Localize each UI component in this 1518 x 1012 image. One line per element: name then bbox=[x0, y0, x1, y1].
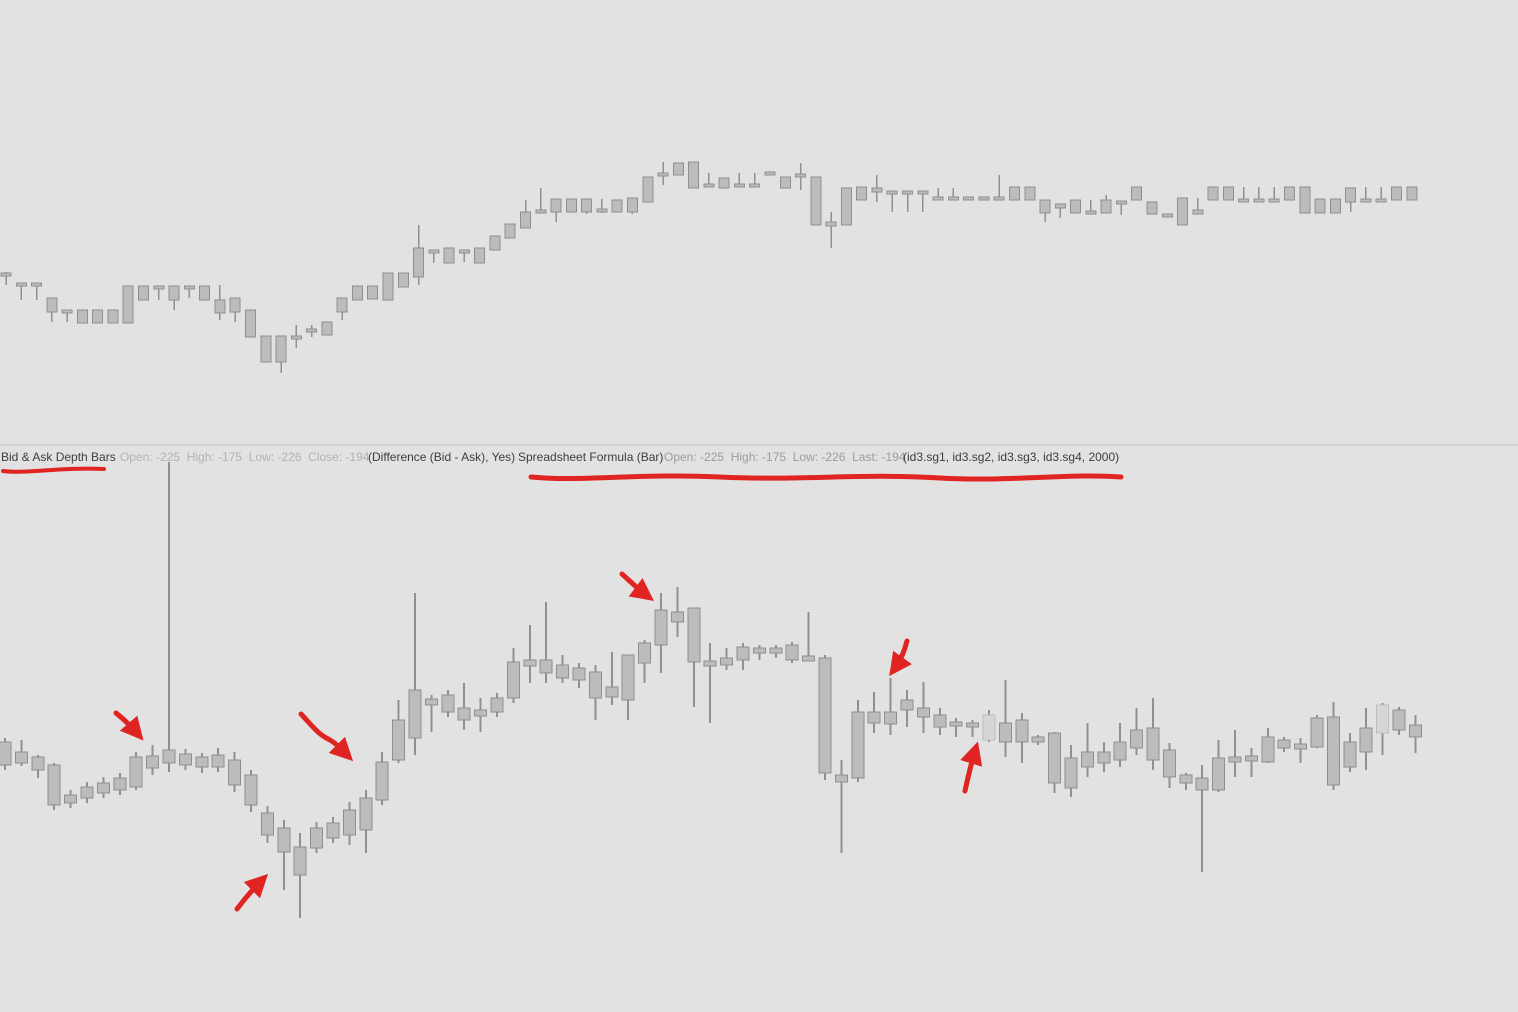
underline-bid-ask-depth-bars bbox=[1, 466, 106, 474]
study-header-row: Bid & Ask Depth Bars Open: -225 High: -1… bbox=[0, 450, 1518, 465]
underline-spreadsheet-formula bbox=[528, 473, 1124, 482]
study1-settings-label: (Difference (Bid - Ask), Yes) bbox=[368, 450, 516, 464]
arrow-recovery-candle bbox=[298, 711, 354, 762]
arrow-left-small-candle bbox=[113, 710, 144, 741]
lower-chart-panel[interactable] bbox=[0, 462, 1422, 918]
arrow-highlight-candle bbox=[960, 741, 983, 794]
arrow-dip-low-candle bbox=[234, 873, 269, 912]
study2-settings-label: (id3.sg1, id3.sg2, id3.sg3, id3.sg4, 200… bbox=[903, 450, 1120, 464]
upper-chart-panel[interactable] bbox=[0, 161, 1418, 373]
arrow-pullback-candle bbox=[889, 638, 912, 677]
study1-name-label[interactable]: Bid & Ask Depth Bars bbox=[1, 450, 116, 464]
study2-ohlc-values: Open: -225 High: -175 Low: -226 Last: -1… bbox=[664, 450, 906, 464]
arrow-peak-candle bbox=[619, 571, 654, 602]
study1-ohlc-values: Open: -225 High: -175 Low: -226 Close: -… bbox=[120, 450, 370, 464]
study2-name-label[interactable]: Spreadsheet Formula (Bar) bbox=[518, 450, 664, 464]
red-annotations bbox=[1, 466, 1124, 912]
